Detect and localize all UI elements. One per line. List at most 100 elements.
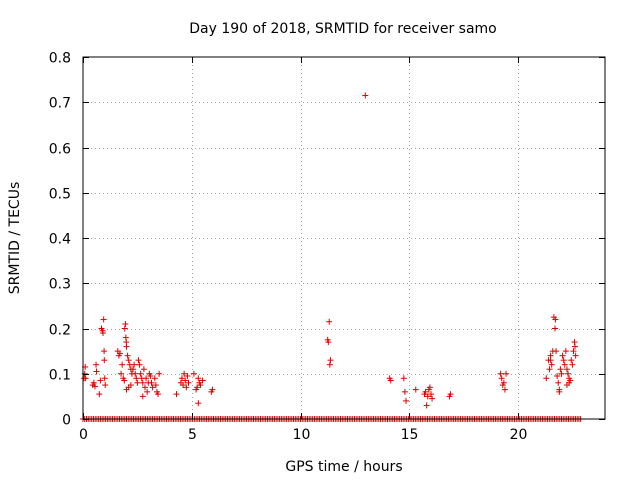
data-point — [500, 379, 507, 386]
data-point — [401, 388, 408, 395]
y-tick-label: 0.3 — [49, 277, 71, 293]
data-point — [326, 361, 333, 368]
data-point — [149, 384, 156, 391]
grid — [83, 57, 605, 419]
y-tick-label: 0.7 — [49, 96, 71, 112]
data-point — [148, 379, 155, 386]
data-point — [97, 377, 104, 384]
data-point — [501, 386, 508, 393]
data-point — [184, 373, 191, 380]
data-point — [180, 382, 187, 389]
data-point — [565, 370, 572, 377]
x-tick-label: 10 — [293, 427, 311, 443]
data-point — [90, 379, 97, 386]
data-point — [139, 393, 146, 400]
axis-ticks — [83, 57, 605, 420]
data-point — [140, 366, 147, 373]
data-point — [116, 350, 123, 357]
data-point — [134, 379, 141, 386]
data-point — [552, 316, 559, 323]
data-point — [102, 382, 109, 389]
data-point — [497, 370, 504, 377]
data-point — [423, 402, 430, 409]
y-axis-label: SRMTID / TECUs — [7, 182, 23, 295]
data-point — [402, 397, 409, 404]
data-point — [426, 384, 433, 391]
data-point — [93, 368, 100, 375]
data-point — [569, 361, 576, 368]
data-point — [181, 370, 188, 377]
data-point — [563, 366, 570, 373]
data-point — [362, 92, 369, 99]
data-point — [547, 357, 554, 364]
data-point — [101, 375, 108, 382]
y-tick-label: 0.4 — [49, 232, 71, 248]
data-point — [209, 386, 216, 393]
data-point — [141, 384, 148, 391]
data-point — [185, 379, 192, 386]
data-point — [101, 357, 108, 364]
data-point — [570, 348, 577, 355]
data-point — [194, 384, 201, 391]
data-point — [558, 370, 565, 377]
chart-title: Day 190 of 2018, SRMTID for receiver sam… — [189, 21, 497, 37]
y-tick-label: 0.6 — [49, 142, 71, 158]
data-point — [557, 366, 564, 373]
data-point — [327, 357, 334, 364]
data-point — [562, 348, 569, 355]
x-tick-label: 20 — [510, 427, 528, 443]
data-point — [178, 375, 185, 382]
data-point — [387, 377, 394, 384]
data-point — [139, 379, 146, 386]
data-point — [197, 382, 204, 389]
data-point — [424, 393, 431, 400]
data-point — [156, 370, 163, 377]
data-point — [428, 391, 434, 398]
data-point — [561, 361, 568, 368]
data-point — [100, 316, 107, 323]
data-point — [556, 388, 563, 395]
data-point — [498, 375, 505, 382]
x-tick-label: 15 — [401, 427, 419, 443]
data-point — [131, 361, 138, 368]
data-point — [91, 383, 98, 390]
data-point — [546, 366, 553, 373]
data-point — [560, 357, 567, 364]
data-point — [101, 348, 108, 355]
data-point — [124, 352, 131, 359]
y-tick-label: 0.1 — [49, 368, 71, 384]
data-point — [135, 357, 142, 364]
data-point — [82, 375, 89, 382]
data-point — [133, 375, 140, 382]
y-tick-label: 0 — [62, 413, 71, 429]
data-point — [147, 373, 154, 380]
data-point — [93, 361, 100, 368]
data-point — [555, 379, 562, 386]
data-point — [152, 382, 159, 389]
data-point — [96, 391, 103, 398]
data-point — [137, 370, 144, 377]
data-point — [199, 377, 206, 384]
data-point — [123, 343, 130, 350]
data-point — [563, 382, 570, 389]
data-point — [568, 357, 575, 364]
x-tick-label: 5 — [188, 427, 197, 443]
data-point — [173, 391, 180, 398]
data-point — [429, 395, 436, 402]
data-point — [127, 382, 134, 389]
data-point — [572, 352, 579, 359]
data-point — [182, 377, 189, 384]
data-point — [122, 320, 129, 327]
data-point — [121, 377, 128, 384]
y-tick-label: 0.5 — [49, 187, 71, 203]
data-point — [190, 370, 197, 377]
data-point — [548, 361, 555, 368]
data-point — [143, 375, 150, 382]
data-point — [151, 375, 158, 382]
data-point — [447, 391, 454, 398]
data-point — [543, 375, 550, 382]
data-point — [118, 370, 125, 377]
data-point — [183, 384, 190, 391]
data-point — [121, 325, 128, 332]
